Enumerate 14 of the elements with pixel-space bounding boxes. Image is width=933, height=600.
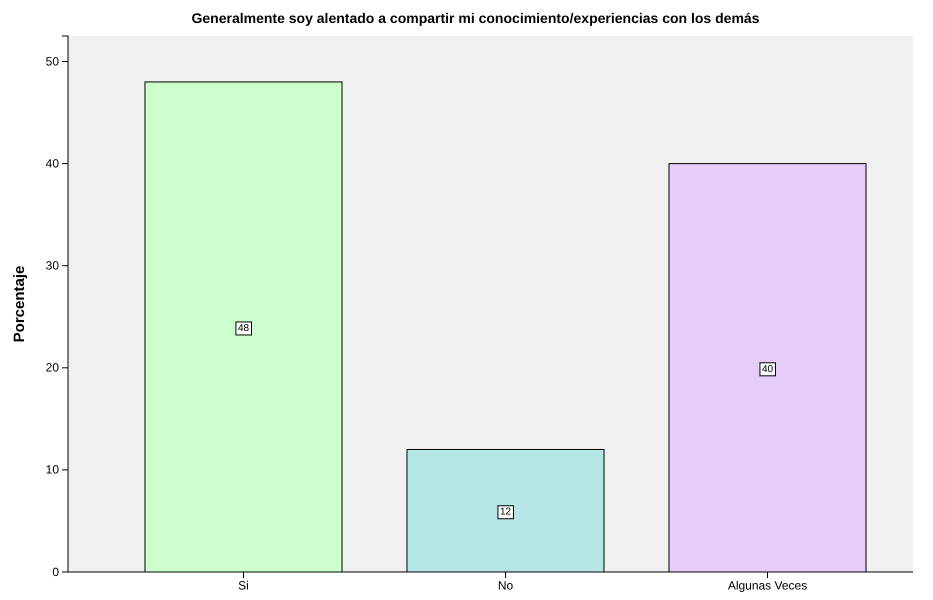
y-tick-label: 30 <box>46 258 60 273</box>
data-label: 12 <box>500 506 512 518</box>
y-tick-label: 20 <box>46 360 60 375</box>
data-label: 40 <box>762 364 774 375</box>
y-tick-label: 10 <box>46 462 60 477</box>
x-tick-label: Algunas Veces <box>728 578 808 593</box>
chart-title: Generalmente soy alentado a compartir mi conocimiento/experiencias con los demás <box>192 10 760 26</box>
data-label: 48 <box>238 322 250 334</box>
y-tick-label: 50 <box>46 54 60 68</box>
x-tick-label: No <box>498 578 514 593</box>
x-tick-label: Si <box>238 578 249 593</box>
y-tick-label: 40 <box>46 156 60 170</box>
y-axis-title: Porcentaje <box>11 266 28 342</box>
y-tick-label: 0 <box>52 564 60 579</box>
